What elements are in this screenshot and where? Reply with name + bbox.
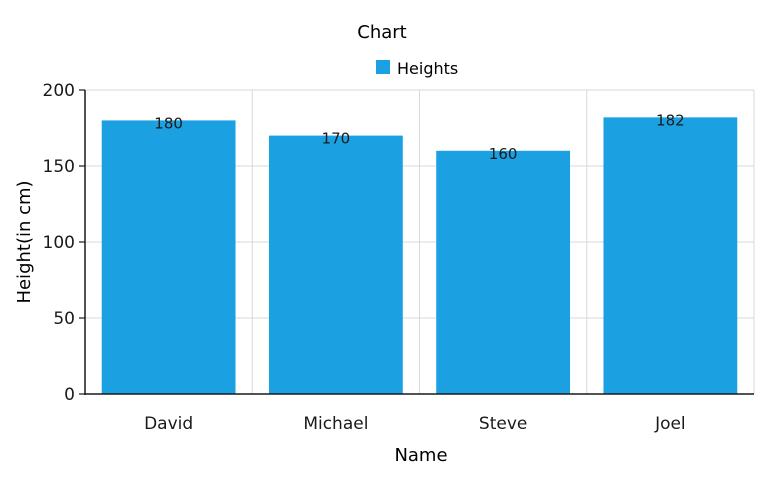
y-axis-title: Height(in cm) [14,180,35,303]
data-label-david: 180 [154,114,183,132]
data-label-michael: 170 [322,130,351,148]
x-tick-label-michael: Michael [303,414,368,434]
y-tick-label: 150 [43,157,75,177]
legend-swatch-heights [376,60,390,74]
chart-title: Chart [357,22,406,43]
y-tick-label: 200 [43,81,75,101]
data-label-steve: 160 [489,145,518,163]
legend-label-heights: Heights [397,59,458,78]
data-label-joel: 182 [656,111,685,129]
bar-david [101,120,236,395]
x-axis-title: Name [394,445,447,466]
x-tick-label-david: David [144,414,193,434]
x-tick-label-steve: Steve [479,414,527,434]
y-tick-label: 0 [64,385,75,405]
x-tick-label-joel: Joel [654,414,686,434]
bar-joel [603,117,738,395]
y-tick-label: 50 [53,309,75,329]
bar-steve [436,150,571,394]
plot-area: 180 170 160 182 0 50 100 150 200 David Michael Stev… [43,81,755,434]
bar-michael [268,135,403,394]
legend: Heights [376,59,458,78]
y-tick-label: 100 [43,233,75,253]
